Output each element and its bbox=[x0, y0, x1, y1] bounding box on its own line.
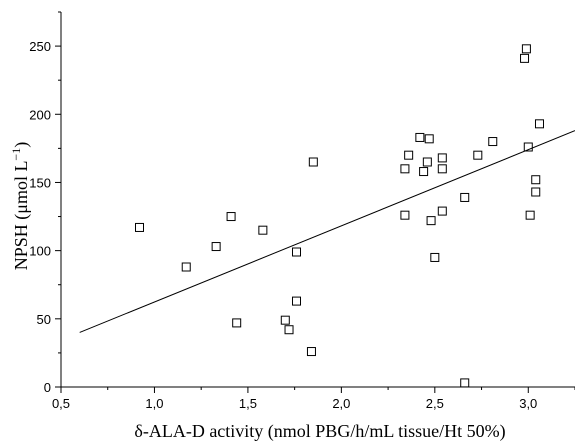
regression-line-segment bbox=[79, 130, 575, 333]
data-point bbox=[520, 53, 530, 63]
data-point bbox=[280, 315, 290, 325]
data-point bbox=[400, 164, 410, 174]
data-point bbox=[284, 325, 294, 335]
data-point bbox=[258, 225, 268, 235]
data-point bbox=[473, 150, 483, 160]
data-point bbox=[404, 150, 414, 160]
y-tick-label: 250 bbox=[29, 39, 51, 54]
x-tick-label: 3,0 bbox=[519, 396, 537, 411]
data-point bbox=[426, 216, 436, 226]
data-point bbox=[488, 137, 498, 147]
data-point bbox=[460, 192, 470, 202]
data-point bbox=[422, 157, 432, 167]
y-tick-label: 100 bbox=[29, 244, 51, 259]
data-point bbox=[460, 378, 470, 388]
data-point bbox=[430, 252, 440, 262]
x-tick-label: 0,5 bbox=[52, 396, 70, 411]
data-point bbox=[525, 210, 535, 220]
data-point bbox=[211, 242, 221, 252]
data-point bbox=[531, 187, 541, 197]
data-point bbox=[306, 347, 316, 357]
data-point bbox=[523, 142, 533, 152]
data-point bbox=[424, 134, 434, 144]
data-points bbox=[135, 44, 544, 388]
x-tick-label: 2,0 bbox=[332, 396, 350, 411]
x-tick-label: 2,5 bbox=[426, 396, 444, 411]
data-point bbox=[521, 44, 531, 54]
data-point bbox=[437, 164, 447, 174]
data-point bbox=[292, 247, 302, 257]
data-point bbox=[292, 296, 302, 306]
y-tick-label: 50 bbox=[37, 312, 51, 327]
y-tick-label: 0 bbox=[44, 380, 51, 395]
x-tick-label: 1,0 bbox=[145, 396, 163, 411]
regression-line bbox=[79, 130, 575, 333]
x-axis-title: δ-ALA-D activity (nmol PBG/h/mL tissue/H… bbox=[134, 421, 505, 442]
data-point bbox=[400, 210, 410, 220]
data-point bbox=[232, 318, 242, 328]
data-point bbox=[419, 167, 429, 177]
data-point bbox=[226, 212, 236, 222]
data-point bbox=[415, 132, 425, 142]
x-tick-label: 1,5 bbox=[239, 396, 257, 411]
data-point bbox=[308, 157, 318, 167]
data-point bbox=[437, 206, 447, 216]
data-point bbox=[437, 153, 447, 163]
y-tick-label: 200 bbox=[29, 107, 51, 122]
axes: 0,5 1,0 1,5 2,0 2,5 3,0 0 50 100 150 200 250 bbox=[29, 11, 575, 411]
y-tick-label: 150 bbox=[29, 175, 51, 190]
data-point bbox=[135, 222, 145, 232]
data-point bbox=[534, 119, 544, 129]
data-point bbox=[531, 175, 541, 185]
y-axis-title: NPSH (μmol L−1) bbox=[9, 142, 32, 270]
data-point bbox=[181, 262, 191, 272]
